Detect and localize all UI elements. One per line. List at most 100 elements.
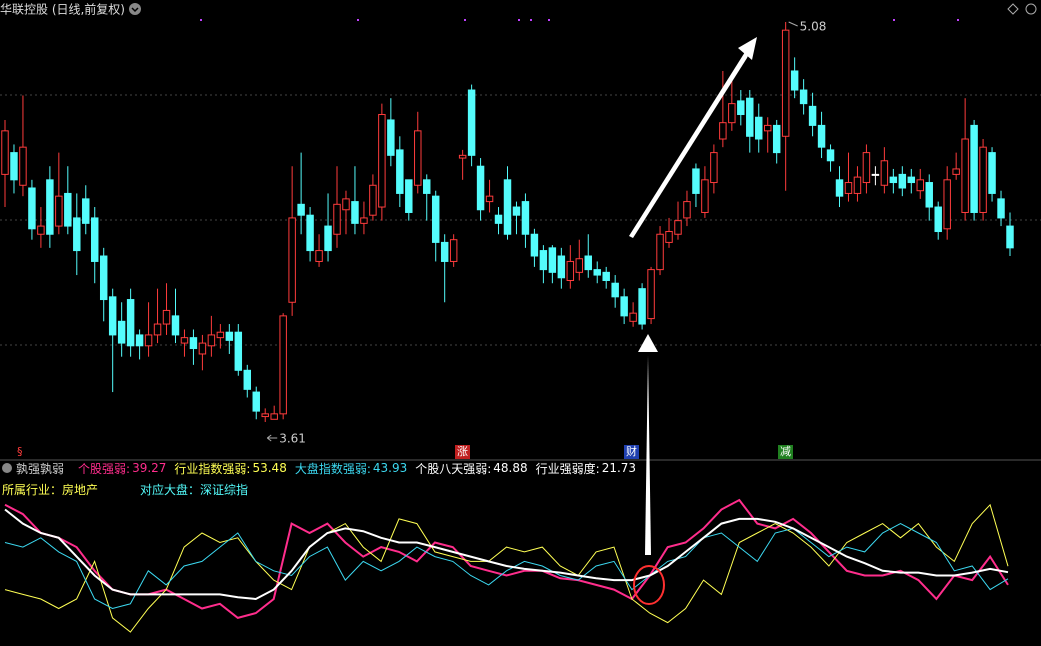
candle-body	[898, 173, 907, 189]
max-label: 5.08	[800, 20, 827, 34]
dropdown-icon[interactable]	[129, 3, 141, 15]
candle-body	[46, 179, 54, 235]
candle-body	[871, 173, 880, 176]
candle-body	[656, 233, 664, 271]
legend-value: 53.48	[252, 461, 287, 475]
candle-body	[288, 217, 296, 303]
candle-body	[781, 29, 790, 137]
candle-body	[755, 116, 763, 140]
candle-body	[907, 176, 916, 184]
candle-body	[692, 168, 700, 194]
candle-body	[602, 271, 610, 282]
candle-body	[279, 315, 287, 415]
legend-value: 39.27	[132, 461, 167, 475]
candle-body	[431, 195, 440, 243]
candle-body	[988, 152, 996, 194]
candle-body	[485, 195, 494, 203]
candle-body	[737, 100, 745, 116]
candle-body	[817, 124, 826, 148]
candle-body	[512, 206, 521, 216]
candle-body	[521, 201, 530, 235]
candle-body	[701, 179, 709, 213]
indicator-line	[4, 508, 1009, 601]
candle-body	[378, 114, 386, 208]
legend-label: 个股八天强弱:	[415, 461, 492, 476]
candle-body	[360, 217, 368, 224]
candle-body	[387, 119, 395, 156]
candle-body	[351, 201, 359, 224]
candle-body	[171, 315, 180, 336]
info-note: 对应大盘：深证综指	[140, 482, 249, 497]
candle-body	[575, 258, 584, 273]
event-marker: §	[17, 445, 23, 458]
circle-icon[interactable]	[1025, 3, 1037, 15]
candle-body	[593, 269, 601, 276]
candle-body	[1, 130, 9, 175]
candle-body	[19, 146, 27, 186]
candle-body	[270, 413, 278, 420]
diamond-icon[interactable]	[1007, 3, 1019, 15]
candle-body	[746, 97, 754, 137]
candle-body	[207, 334, 216, 347]
candle-body	[710, 152, 718, 184]
candle-body	[970, 124, 978, 213]
candle-body	[144, 334, 153, 347]
annotation-arrow	[788, 21, 798, 27]
candle-body	[844, 182, 853, 194]
candle-body	[638, 288, 646, 325]
candle-body	[611, 282, 619, 298]
candle-body	[414, 130, 422, 186]
candle-body	[405, 179, 413, 213]
candle-body	[315, 250, 323, 262]
candle-body	[117, 320, 126, 344]
candle-body	[620, 296, 628, 317]
candle-body	[961, 138, 969, 213]
candle-body	[333, 203, 341, 235]
candle-body	[566, 260, 575, 282]
indicator-notes: 所属行业：房地产 对应大盘：深证综指	[2, 482, 290, 497]
candle-body	[297, 203, 305, 216]
candle-body	[683, 201, 691, 219]
candle-body	[252, 391, 260, 412]
candle-body	[476, 165, 485, 211]
legend-value: 48.88	[493, 461, 528, 475]
candle-body	[880, 160, 889, 186]
arrow-head	[638, 334, 658, 352]
candle-body	[952, 168, 960, 175]
legend-label: 行业强弱度:	[535, 461, 600, 476]
candle-body	[55, 195, 63, 227]
candle-body	[799, 89, 808, 105]
indicator-icon[interactable]	[2, 463, 12, 473]
candle-body	[440, 241, 449, 262]
info-note: 所属行业：房地产	[2, 482, 99, 497]
candle-body	[853, 176, 862, 194]
candle-body	[584, 255, 592, 271]
candle-body	[763, 124, 772, 132]
legend-value: 21.73	[601, 461, 637, 475]
candle-body	[674, 220, 682, 235]
indicator-line	[4, 503, 1009, 633]
candle-body	[10, 152, 18, 181]
candle-body	[37, 225, 45, 235]
candle-body	[153, 323, 162, 336]
legend-label: 个股强弱:	[78, 461, 131, 476]
candle-body	[225, 331, 234, 341]
candle-body	[979, 146, 987, 213]
candle-body	[467, 89, 476, 156]
candle-body	[91, 217, 99, 262]
candle-body	[557, 255, 566, 279]
candle-body	[342, 198, 350, 211]
candle-body	[925, 182, 933, 208]
candle-body	[198, 342, 207, 355]
arrow-shaft	[645, 355, 651, 555]
legend-label: 大盘指数强弱:	[294, 461, 371, 476]
candle-body	[189, 337, 198, 350]
candle-body	[494, 214, 503, 224]
candle-body	[934, 206, 942, 233]
indicator-line	[4, 523, 1009, 610]
candle-body	[790, 70, 799, 91]
candle-body	[728, 103, 736, 124]
candle-body	[99, 255, 108, 301]
event-marker: 财	[624, 445, 639, 459]
